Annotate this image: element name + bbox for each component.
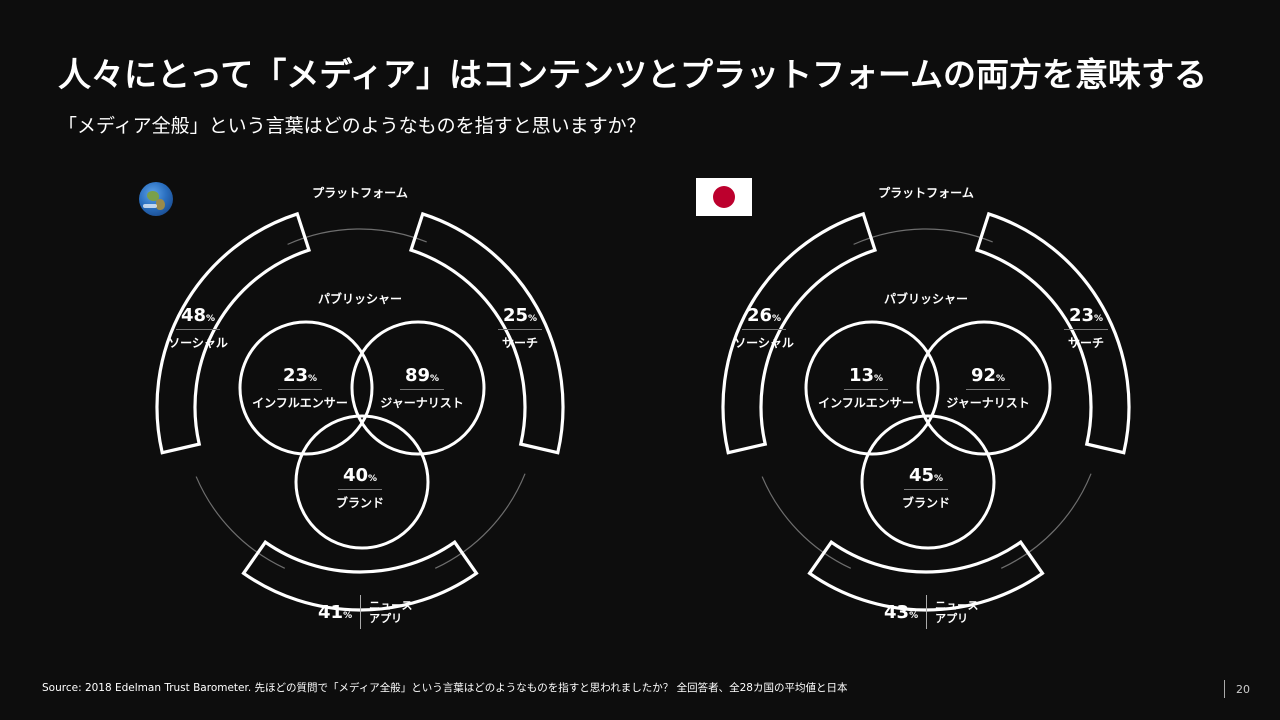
journalist-stat-value: 89 — [404, 365, 431, 386]
social-stat: 26% ソーシャル — [709, 305, 819, 351]
influencer-circle — [238, 320, 374, 456]
publisher-label: パブリッシャー — [883, 292, 968, 306]
search-stat-label: サーチ — [501, 336, 538, 350]
social-band — [721, 211, 878, 455]
journalist-stat-label: ジャーナリスト — [946, 396, 1030, 410]
brand-stat-label: ブランド — [335, 496, 384, 510]
social-stat-label: ソーシャル — [168, 336, 228, 350]
influencer-stat-unit: % — [874, 374, 884, 384]
journalist-stat-value: 92 — [970, 365, 997, 386]
news-app-value: 43 — [884, 601, 910, 623]
search-band — [974, 211, 1131, 455]
page-divider — [1224, 680, 1225, 698]
search-stat-value: 23 — [1068, 305, 1095, 326]
brand-stat-unit: % — [934, 474, 944, 484]
influencer-stat-value: 13 — [848, 365, 875, 386]
search-stat-unit: % — [1094, 314, 1104, 324]
lower-right-arc — [1000, 473, 1092, 569]
brand-stat-label: ブランド — [901, 496, 950, 510]
news-app-unit: % — [343, 610, 353, 621]
journalist-stat: 92% ジャーナリスト — [933, 365, 1043, 411]
news-app-label-2: アプリ — [369, 612, 403, 625]
social-stat-unit: % — [206, 314, 216, 324]
brand-circle — [294, 414, 430, 550]
social-stat-label: ソーシャル — [734, 336, 794, 350]
publisher-label: パブリッシャー — [317, 292, 402, 306]
journalist-circle — [350, 320, 486, 456]
social-stat-unit: % — [772, 314, 782, 324]
search-stat-label: サーチ — [1067, 336, 1104, 350]
journalist-stat: 89% ジャーナリスト — [367, 365, 477, 411]
platform-label: プラットフォーム — [878, 186, 974, 200]
brand-stat: 40% ブランド — [305, 465, 415, 511]
diagram-shapes — [155, 211, 565, 612]
news-app-value: 41 — [318, 601, 344, 623]
influencer-circle — [804, 320, 940, 456]
journalist-circle — [916, 320, 1052, 456]
journalist-stat-unit: % — [430, 374, 440, 384]
influencer-stat: 13% インフルエンサー — [811, 365, 921, 411]
brand-stat: 45% ブランド — [871, 465, 981, 511]
media-diagram-japan: プラットフォーム パブリッシャー 26% ソーシャル 23% サーチ 13% インフルエンサー… — [696, 175, 1156, 650]
news-app-stat: 41% ニュース アプリ — [318, 595, 413, 629]
platform-label: プラットフォーム — [312, 186, 408, 200]
news-app-unit: % — [909, 610, 919, 621]
platform-arc — [853, 228, 993, 245]
page-number: 20 — [1236, 683, 1250, 696]
news-app-label-1: ニュース — [935, 599, 979, 612]
source-note: Source: 2018 Edelman Trust Barometer. 先ほ… — [42, 682, 848, 694]
brand-circle — [860, 414, 996, 550]
news-app-label-1: ニュース — [369, 599, 413, 612]
brand-stat-value: 45 — [908, 465, 935, 486]
news-app-stat: 43% ニュース アプリ — [884, 595, 979, 629]
diagram-shapes — [721, 211, 1131, 612]
influencer-stat-label: インフルエンサー — [252, 396, 348, 410]
lower-left-arc — [761, 476, 852, 569]
page-subtitle: 「メディア全般」という言葉はどのようなものを指すと思いますか？ — [58, 115, 646, 137]
brand-stat-unit: % — [368, 474, 378, 484]
platform-arc — [287, 228, 427, 245]
search-stat: 23% サーチ — [1031, 305, 1141, 351]
social-stat: 48% ソーシャル — [143, 305, 253, 351]
influencer-stat-label: インフルエンサー — [818, 396, 914, 410]
media-diagram-global: プラットフォーム パブリッシャー 48% ソーシャル 25% サーチ 23% インフルエンサー… — [130, 175, 590, 650]
journalist-stat-label: ジャーナリスト — [380, 396, 464, 410]
search-stat-value: 25 — [502, 305, 529, 326]
news-app-band — [807, 539, 1045, 612]
influencer-stat-value: 23 — [282, 365, 309, 386]
social-stat-value: 48 — [180, 305, 207, 326]
social-band — [155, 211, 312, 455]
social-stat-value: 26 — [746, 305, 773, 326]
page-title: 人々にとって「メディア」はコンテンツとプラットフォームの両方を意味する — [58, 55, 1208, 94]
lower-right-arc — [434, 473, 526, 569]
lower-left-arc — [195, 476, 286, 569]
brand-stat-value: 40 — [342, 465, 369, 486]
search-stat: 25% サーチ — [465, 305, 575, 351]
news-app-band — [241, 539, 479, 612]
search-band — [408, 211, 565, 455]
news-app-label-2: アプリ — [935, 612, 969, 625]
japan-flag-icon — [696, 178, 752, 216]
influencer-stat-unit: % — [308, 374, 318, 384]
globe-icon — [139, 182, 173, 216]
journalist-stat-unit: % — [996, 374, 1006, 384]
search-stat-unit: % — [528, 314, 538, 324]
influencer-stat: 23% インフルエンサー — [245, 365, 355, 411]
